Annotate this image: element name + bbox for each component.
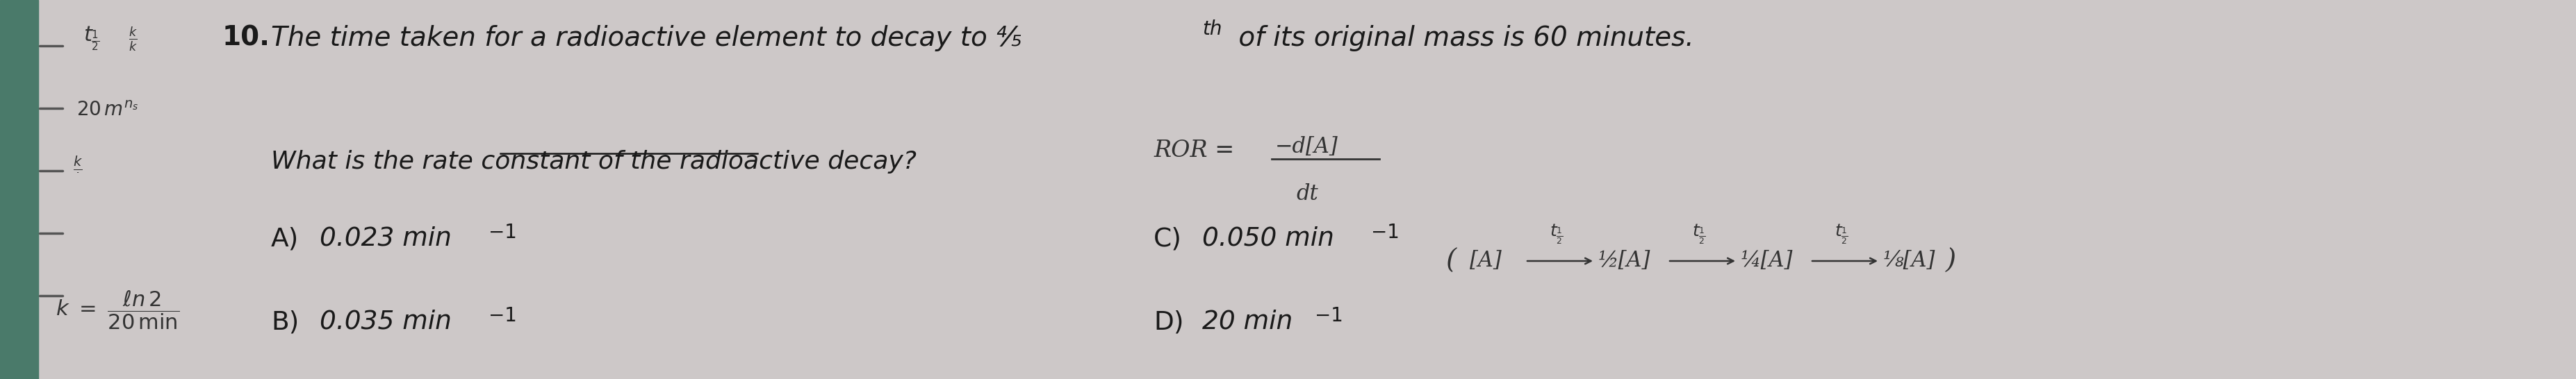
Text: $\frac{k}{\cdot}$: $\frac{k}{\cdot}$: [72, 157, 82, 175]
Text: ¼[A]: ¼[A]: [1741, 250, 1793, 272]
Text: D): D): [1154, 310, 1185, 335]
Text: −1: −1: [489, 223, 518, 242]
Text: −d[A]: −d[A]: [1275, 136, 1337, 158]
Text: dt: dt: [1296, 183, 1319, 205]
Text: $t_{\frac{1}{2}}$: $t_{\frac{1}{2}}$: [1692, 223, 1705, 246]
Bar: [0, 0, 39, 379]
Text: A): A): [270, 226, 299, 251]
Text: C): C): [1154, 226, 1182, 251]
Text: 0.050 min: 0.050 min: [1203, 226, 1334, 251]
Text: −1: −1: [1370, 223, 1399, 242]
Text: ROR =: ROR =: [1154, 139, 1242, 162]
Text: 10.: 10.: [222, 25, 270, 52]
Text: $k\ =\ \dfrac{\ell n\,2}{20\,\mathrm{min}}$: $k\ =\ \dfrac{\ell n\,2}{20\,\mathrm{min…: [57, 289, 180, 331]
Text: 0.035 min: 0.035 min: [319, 310, 451, 335]
Text: $20\,m^{n_s}$: $20\,m^{n_s}$: [77, 101, 139, 120]
Text: (: (: [1445, 248, 1455, 274]
Text: [A]: [A]: [1471, 250, 1502, 272]
Text: of its original mass is 60 minutes.: of its original mass is 60 minutes.: [1229, 25, 1695, 52]
Text: $t_{\frac{1}{2}}$: $t_{\frac{1}{2}}$: [1834, 223, 1847, 246]
Text: The time taken for a radioactive element to decay to ⅘: The time taken for a radioactive element…: [270, 25, 1023, 52]
Text: ⅛[A]: ⅛[A]: [1883, 250, 1935, 272]
Text: −1: −1: [489, 306, 518, 326]
Text: ½[A]: ½[A]: [1597, 250, 1651, 272]
Text: −1: −1: [1314, 306, 1342, 326]
Text: th: th: [1203, 19, 1221, 39]
Text: $t_{\frac{1}{2}}$: $t_{\frac{1}{2}}$: [82, 25, 100, 52]
Text: $\frac{k}{k}$: $\frac{k}{k}$: [129, 25, 137, 53]
Text: What is the rate constant of the radioactive decay?: What is the rate constant of the radioac…: [270, 150, 917, 174]
Text: 0.023 min: 0.023 min: [319, 226, 451, 251]
Text: 20 min: 20 min: [1203, 310, 1293, 335]
Text: B): B): [270, 310, 299, 335]
Text: $t_{\frac{1}{2}}$: $t_{\frac{1}{2}}$: [1551, 223, 1564, 246]
Text: ): ): [1945, 248, 1955, 274]
